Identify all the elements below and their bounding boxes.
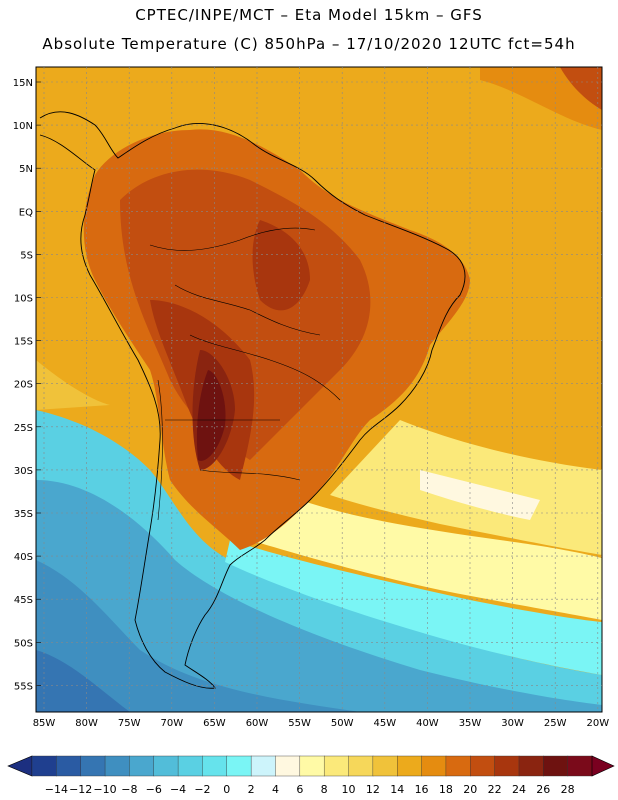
lat-label: 30S	[14, 466, 33, 477]
colorbar-label: −14	[45, 783, 68, 796]
colorbar-min-arrow	[7, 755, 33, 777]
colorbar-swatch	[348, 755, 374, 777]
temperature-field	[36, 67, 602, 712]
lat-label: 20S	[14, 380, 33, 391]
colorbar-swatch	[470, 755, 496, 777]
country-borders	[149, 227, 341, 521]
map-frame	[35, 66, 603, 713]
lon-label: 20W	[586, 718, 609, 729]
colorbar-label: 20	[463, 783, 477, 796]
colorbar-label: 26	[536, 783, 550, 796]
colorbar-swatch	[372, 755, 398, 777]
colorbar-label: 18	[439, 783, 453, 796]
colorbar-label: 4	[272, 783, 279, 796]
coastline	[39, 111, 466, 689]
colorbar-label: −10	[93, 783, 116, 796]
colorbar-label: −12	[69, 783, 92, 796]
lon-label: 55W	[288, 718, 311, 729]
colorbar-label: 8	[321, 783, 328, 796]
lat-label: 50S	[14, 638, 33, 649]
lat-label: 15N	[13, 78, 33, 89]
colorbar-label: 24	[512, 783, 526, 796]
colorbar-swatch	[518, 755, 544, 777]
colorbar-swatch	[323, 755, 350, 777]
lat-label: 40S	[14, 552, 33, 563]
colorbar	[7, 755, 615, 777]
colorbar-swatch	[445, 755, 471, 777]
lat-label: 5N	[19, 164, 33, 175]
colorbar-label: 0	[223, 783, 230, 796]
colorbar-swatch	[421, 755, 447, 777]
lat-label: EQ	[19, 207, 33, 218]
colorbar-swatch	[226, 755, 252, 777]
colorbar-max-arrow	[591, 755, 615, 777]
lat-label: 15S	[14, 337, 33, 348]
colorbar-swatch	[299, 755, 325, 777]
colorbar-swatch	[56, 755, 82, 777]
colorbar-label: 22	[488, 783, 502, 796]
colorbar-swatch	[153, 755, 179, 777]
colorbar-label: 16	[415, 783, 429, 796]
longitude-labels: 85W 80W 75W 70W 65W 60W 55W 50W 45W 40W 35W 30W 25W 2…	[33, 718, 610, 729]
lon-label: 35W	[459, 718, 482, 729]
colorbar-swatch	[494, 755, 520, 777]
colorbar-label: −2	[194, 783, 210, 796]
lon-label: 85W	[33, 718, 56, 729]
colorbar-swatch	[567, 755, 593, 777]
lon-label: 25W	[544, 718, 567, 729]
colorbar-labels: −14 −12 −10 −8 −6 −4 −2 0 2 4 6 8 10 12 14 16 18 20 22 24 26…	[45, 783, 575, 796]
lat-label: 5S	[20, 250, 33, 261]
colorbar-label: 12	[366, 783, 380, 796]
colorbar-swatch	[275, 755, 301, 777]
lat-label: 10N	[13, 121, 33, 132]
lat-label: 10S	[14, 294, 33, 305]
lon-label: 30W	[501, 718, 524, 729]
colorbar-swatch	[80, 755, 106, 777]
lon-label: 70W	[160, 718, 183, 729]
colorbar-swatch	[397, 755, 423, 777]
lon-label: 50W	[331, 718, 354, 729]
title-line-1: CPTEC/INPE/MCT – Eta Model 15km – GFS	[135, 6, 483, 24]
lat-label: 55S	[14, 681, 33, 692]
colorbar-swatch	[250, 755, 276, 777]
colorbar-label: 2	[248, 783, 255, 796]
lat-label: 35S	[14, 509, 33, 520]
colorbar-label: 6	[296, 783, 303, 796]
colorbar-swatch	[177, 755, 203, 777]
lat-label: 45S	[14, 595, 33, 606]
colorbar-label: 14	[390, 783, 404, 796]
colorbar-label: 28	[561, 783, 575, 796]
gridlines	[36, 67, 602, 712]
title-line-2: Absolute Temperature (C) 850hPa – 17/10/…	[42, 35, 576, 53]
colorbar-label: −4	[170, 783, 186, 796]
colorbar-label: −6	[146, 783, 162, 796]
lon-label: 75W	[118, 718, 141, 729]
lon-label: 60W	[246, 718, 269, 729]
colorbar-swatch	[104, 755, 130, 777]
lon-label: 40W	[416, 718, 439, 729]
colorbar-swatch	[129, 755, 155, 777]
lat-label: 25S	[14, 423, 33, 434]
colorbar-label: 10	[342, 783, 356, 796]
colorbar-swatch	[31, 755, 57, 777]
lon-label: 65W	[203, 718, 226, 729]
colorbar-swatch	[543, 755, 569, 777]
colorbar-swatch	[202, 755, 228, 777]
latitude-labels: 15N 10N 5N EQ 5S 10S 15S 20S 25S 30S 35S 40S 45S 50S 5…	[13, 78, 33, 692]
colorbar-label: −8	[121, 783, 137, 796]
lon-label: 45W	[373, 718, 396, 729]
lon-label: 80W	[75, 718, 98, 729]
